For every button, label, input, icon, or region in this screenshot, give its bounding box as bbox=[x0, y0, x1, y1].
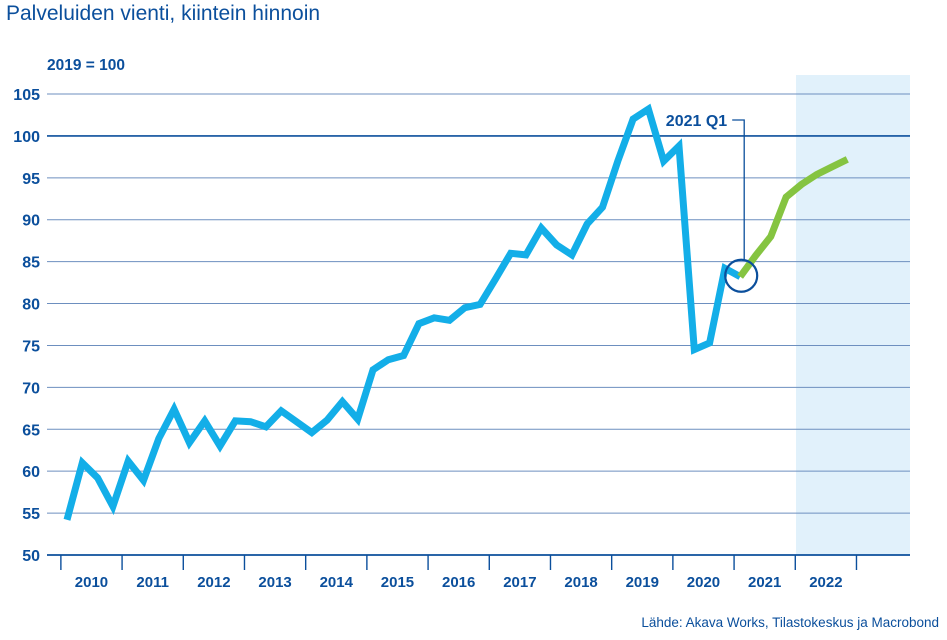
x-tick-label-2013: 2013 bbox=[258, 574, 291, 591]
y-tick-label-85: 85 bbox=[22, 255, 40, 272]
forecast-series-line bbox=[737, 156, 849, 279]
x-tick-label-2016: 2016 bbox=[442, 574, 475, 591]
x-tick-label-2014: 2014 bbox=[320, 574, 354, 591]
y-tick-label-100: 100 bbox=[13, 129, 40, 146]
x-tick-label-2011: 2011 bbox=[136, 574, 169, 591]
x-tick-label-2020: 2020 bbox=[687, 574, 720, 591]
x-tick-label-2022: 2022 bbox=[809, 574, 842, 591]
y-tick-label-65: 65 bbox=[22, 422, 40, 439]
y-tick-label-50: 50 bbox=[22, 548, 40, 565]
history-series-line bbox=[63, 103, 742, 521]
x-tick-label-2019: 2019 bbox=[626, 574, 659, 591]
y-tick-label-90: 90 bbox=[22, 213, 40, 230]
x-tick-label-2012: 2012 bbox=[197, 574, 230, 591]
y-tick-label-80: 80 bbox=[22, 297, 40, 314]
annotation-circle bbox=[724, 258, 759, 293]
y-tick-label-95: 95 bbox=[22, 171, 40, 188]
y-tick-label-75: 75 bbox=[22, 338, 40, 355]
y-tick-label-55: 55 bbox=[22, 506, 40, 523]
source-note: Lähde: Akava Works, Tilastokeskus ja Mac… bbox=[641, 615, 939, 630]
x-tick-label-2017: 2017 bbox=[503, 574, 536, 591]
unit-label: 2019 = 100 bbox=[47, 57, 126, 74]
x-tick-label-2010: 2010 bbox=[75, 574, 108, 591]
annotation-leader bbox=[732, 119, 745, 260]
y-tick-label-60: 60 bbox=[22, 464, 40, 481]
x-tick-label-2021: 2021 bbox=[748, 574, 781, 591]
annotation-label: 2021 Q1 bbox=[666, 113, 727, 130]
forecast-shading bbox=[796, 75, 910, 555]
y-tick-label-70: 70 bbox=[22, 380, 40, 397]
y-tick-label-105: 105 bbox=[13, 87, 40, 104]
chart-title: Palveluiden vienti, kiintein hinnoin bbox=[6, 2, 321, 25]
x-tick-label-2018: 2018 bbox=[564, 574, 597, 591]
x-tick-label-2015: 2015 bbox=[381, 574, 414, 591]
